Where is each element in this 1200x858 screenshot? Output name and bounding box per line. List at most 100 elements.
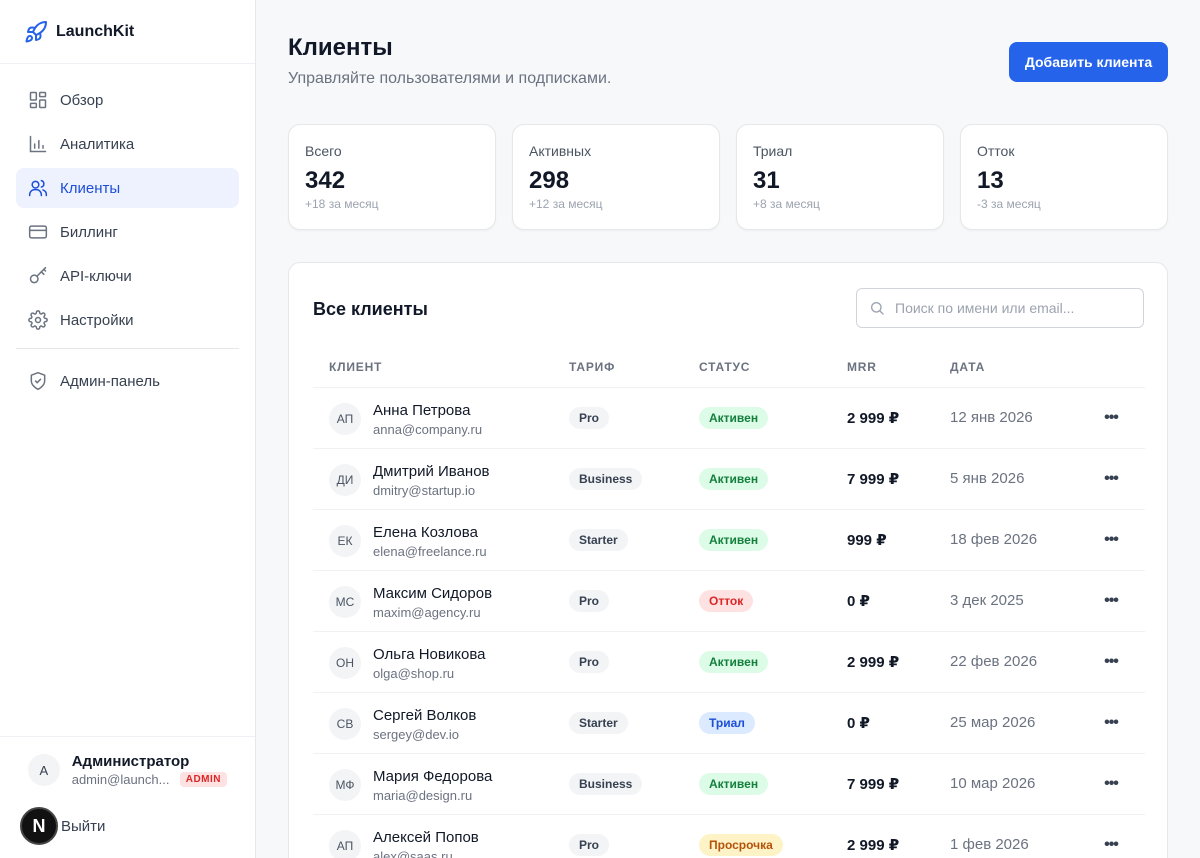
app-name: LaunchKit bbox=[56, 22, 135, 40]
column-header-status[interactable]: СТАТУС bbox=[699, 360, 751, 374]
stat-delta: -3 за месяц bbox=[977, 197, 1041, 211]
date-value: 5 янв 2026 bbox=[950, 470, 1025, 487]
logout-button[interactable]: N Выйти bbox=[20, 807, 227, 845]
column-header-mrr[interactable]: MRR bbox=[847, 360, 877, 374]
sidebar-item-settings[interactable]: Настройки bbox=[16, 300, 239, 340]
table-row[interactable]: ЕК Елена Козлова elena@freelance.ru Starter… bbox=[313, 510, 1145, 571]
clients-table-card: Все клиенты КЛИЕНТ ТАРИФ СТАТУС MRR ДАТА… bbox=[288, 262, 1168, 858]
date-value: 1 фев 2026 bbox=[950, 836, 1029, 853]
status-badge: Триал bbox=[699, 712, 755, 734]
client-name[interactable]: Елена Козлова bbox=[373, 524, 478, 541]
client-avatar: МС bbox=[329, 586, 361, 618]
client-avatar: ЕК bbox=[329, 525, 361, 557]
users-icon bbox=[28, 178, 48, 198]
column-header-client[interactable]: КЛИЕНТ bbox=[329, 360, 383, 374]
sidebar-footer: А Администратор admin@launch... ADMIN N … bbox=[0, 736, 255, 858]
status-badge: Активен bbox=[699, 773, 769, 795]
sidebar-item-label: Биллинг bbox=[60, 223, 118, 241]
client-name[interactable]: Анна Петрова bbox=[373, 402, 471, 419]
more-actions-icon[interactable]: ••• bbox=[1104, 470, 1119, 487]
logout-label: Выйти bbox=[61, 817, 106, 835]
client-name[interactable]: Ольга Новикова bbox=[373, 646, 486, 663]
avatar: А bbox=[28, 754, 60, 786]
plan-badge: Pro bbox=[569, 590, 610, 612]
date-value: 25 мар 2026 bbox=[950, 714, 1036, 731]
user-email: admin@launch... bbox=[71, 772, 170, 787]
plan-badge: Business bbox=[569, 468, 643, 490]
user-info: Администратор admin@launch... ADMIN bbox=[72, 753, 227, 787]
status-badge: Активен bbox=[699, 651, 769, 673]
stat-card-churn: Отток 13 -3 за месяц bbox=[960, 124, 1168, 230]
brand[interactable]: LaunchKit bbox=[0, 0, 255, 64]
table-row[interactable]: МС Максим Сидоров maxim@agency.ru Pro Отток 0… bbox=[313, 571, 1145, 632]
mrr-value: 2 999 ₽ bbox=[847, 654, 900, 671]
status-badge: Активен bbox=[699, 468, 769, 490]
sidebar-item-analytics[interactable]: Аналитика bbox=[16, 124, 239, 164]
client-email: elena@freelance.ru bbox=[373, 544, 487, 559]
user-profile[interactable]: А Администратор admin@launch... ADMIN bbox=[28, 753, 227, 787]
stat-value: 342 bbox=[305, 167, 346, 194]
gear-icon bbox=[28, 310, 48, 330]
n-badge-icon[interactable]: N bbox=[20, 807, 58, 845]
status-badge: Активен bbox=[699, 529, 769, 551]
client-avatar: СВ bbox=[329, 708, 361, 740]
plan-badge: Pro bbox=[569, 407, 610, 429]
sidebar-item-overview[interactable]: Обзор bbox=[16, 80, 239, 120]
plan-badge: Starter bbox=[569, 712, 628, 734]
stat-label: Отток bbox=[977, 143, 1015, 159]
sidebar-item-api-keys[interactable]: API-ключи bbox=[16, 256, 239, 296]
more-actions-icon[interactable]: ••• bbox=[1104, 836, 1119, 853]
plan-badge: Pro bbox=[569, 834, 610, 856]
client-name[interactable]: Максим Сидоров bbox=[373, 585, 493, 602]
search-input[interactable] bbox=[895, 300, 1135, 316]
mrr-value: 0 ₽ bbox=[847, 715, 870, 732]
more-actions-icon[interactable]: ••• bbox=[1104, 531, 1119, 548]
plan-badge: Starter bbox=[569, 529, 628, 551]
table-row[interactable]: СВ Сергей Волков sergey@dev.io Starter Триал… bbox=[313, 693, 1145, 754]
grid-icon bbox=[28, 90, 48, 110]
client-avatar: ОН bbox=[329, 647, 361, 679]
sidebar-item-label: Настройки bbox=[60, 311, 134, 329]
stat-value: 298 bbox=[529, 167, 570, 194]
status-badge: Активен bbox=[699, 407, 769, 429]
key-icon bbox=[28, 266, 48, 286]
table-row[interactable]: ДИ Дмитрий Иванов dmitry@startup.io Busines… bbox=[313, 449, 1145, 510]
client-name[interactable]: Сергей Волков bbox=[373, 707, 477, 724]
search-icon bbox=[869, 300, 885, 316]
client-email: sergey@dev.io bbox=[373, 727, 459, 742]
table-row[interactable]: АП Анна Петрова anna@company.ru Pro Активен 2… bbox=[313, 388, 1145, 449]
sidebar-item-label: Клиенты bbox=[60, 179, 121, 197]
client-email: alex@saas.ru bbox=[373, 849, 453, 858]
table-row[interactable]: МФ Мария Федорова maria@design.ru Business А… bbox=[313, 754, 1145, 815]
more-actions-icon[interactable]: ••• bbox=[1104, 409, 1119, 426]
more-actions-icon[interactable]: ••• bbox=[1104, 775, 1119, 792]
rocket-icon bbox=[24, 20, 48, 44]
sidebar-item-label: Обзор bbox=[60, 91, 104, 109]
table-body: АП Анна Петрова anna@company.ru Pro Активен 2… bbox=[313, 388, 1145, 858]
client-name[interactable]: Дмитрий Иванов bbox=[373, 463, 490, 480]
sidebar-item-billing[interactable]: Биллинг bbox=[16, 212, 239, 252]
table-row[interactable]: ОН Ольга Новикова olga@shop.ru Pro Активен 2 … bbox=[313, 632, 1145, 693]
client-name[interactable]: Мария Федорова bbox=[373, 768, 493, 785]
sidebar-item-label: Аналитика bbox=[60, 135, 135, 153]
plan-badge: Pro bbox=[569, 651, 610, 673]
more-actions-icon[interactable]: ••• bbox=[1104, 592, 1119, 609]
more-actions-icon[interactable]: ••• bbox=[1104, 714, 1119, 731]
column-header-date[interactable]: ДАТА bbox=[950, 360, 986, 374]
plan-badge: Business bbox=[569, 773, 643, 795]
table-header: КЛИЕНТ ТАРИФ СТАТУС MRR ДАТА bbox=[313, 347, 1145, 388]
client-email: maria@design.ru bbox=[373, 788, 473, 803]
column-header-plan[interactable]: ТАРИФ bbox=[569, 360, 616, 374]
table-row[interactable]: АП Алексей Попов alex@saas.ru Pro Просрочка 2… bbox=[313, 815, 1145, 858]
date-value: 22 фев 2026 bbox=[950, 653, 1038, 670]
add-client-button[interactable]: Добавить клиента bbox=[1009, 42, 1168, 82]
sidebar-item-admin-panel[interactable]: Админ-панель bbox=[16, 361, 239, 401]
mrr-value: 2 999 ₽ bbox=[847, 410, 900, 427]
stat-card-active: Активных 298 +12 за месяц bbox=[512, 124, 720, 230]
client-name[interactable]: Алексей Попов bbox=[373, 829, 479, 846]
page-subtitle: Управляйте пользователями и подписками. bbox=[288, 70, 612, 87]
sidebar-item-clients[interactable]: Клиенты bbox=[16, 168, 239, 208]
client-avatar: ДИ bbox=[329, 464, 361, 496]
search-box[interactable] bbox=[856, 288, 1144, 328]
more-actions-icon[interactable]: ••• bbox=[1104, 653, 1119, 670]
